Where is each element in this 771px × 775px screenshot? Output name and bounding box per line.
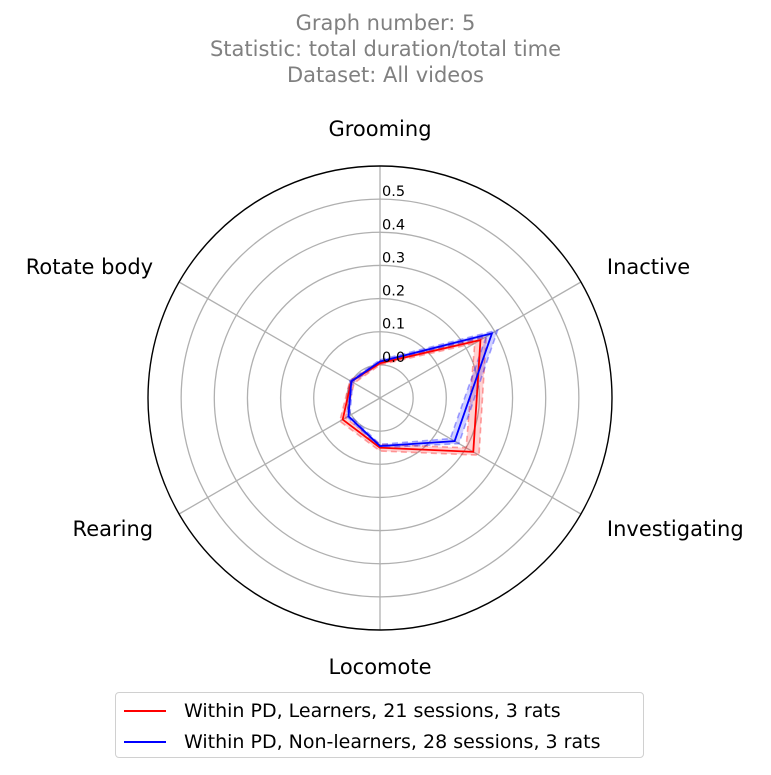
outer-frame bbox=[147, 165, 613, 631]
category-label-inactive: Inactive bbox=[607, 255, 690, 279]
category-label-rearing: Rearing bbox=[73, 517, 154, 541]
radial-tick-label-1: 0.1 bbox=[382, 317, 405, 333]
radial-tick-labels: 0.0 0.1 0.2 0.3 0.4 0.5 bbox=[382, 184, 405, 366]
category-label-locomote: Locomote bbox=[328, 655, 431, 679]
series-lines bbox=[341, 332, 494, 453]
category-label-rotate-body: Rotate body bbox=[26, 255, 153, 279]
radial-tick-label-4: 0.4 bbox=[382, 217, 405, 233]
grid-spoke-5 bbox=[178, 281, 381, 399]
legend-item-learners: Within PD, Learners, 21 sessions, 3 rats bbox=[124, 696, 561, 726]
series-line-1 bbox=[347, 332, 494, 447]
radial-tick-label-5: 0.5 bbox=[382, 184, 405, 200]
legend: Within PD, Learners, 21 sessions, 3 rats… bbox=[115, 692, 644, 758]
category-label-grooming: Grooming bbox=[328, 117, 431, 141]
chart-title: Graph number: 5 Statistic: total duratio… bbox=[0, 10, 771, 88]
category-labels: Grooming Inactive Investigating Locomote Rea… bbox=[26, 117, 744, 679]
legend-item-non-learners: Within PD, Non-learners, 28 sessions, 3 … bbox=[124, 727, 600, 757]
category-label-investigating: Investigating bbox=[607, 517, 744, 541]
radial-tick-label-2: 0.2 bbox=[382, 284, 405, 300]
title-line-3: Dataset: All videos bbox=[287, 63, 484, 87]
legend-swatch-learners bbox=[124, 710, 166, 712]
radial-tick-label-3: 0.3 bbox=[382, 250, 405, 266]
grid-spoke-2 bbox=[379, 397, 582, 515]
legend-swatch-non-learners bbox=[124, 741, 166, 743]
band-lower-series-1 bbox=[349, 335, 488, 446]
legend-label-learners: Within PD, Learners, 21 sessions, 3 rats bbox=[184, 700, 561, 722]
title-line-1: Graph number: 5 bbox=[295, 11, 476, 35]
radar-grid bbox=[147, 165, 613, 631]
grid-spoke-4 bbox=[178, 397, 381, 515]
title-line-2: Statistic: total duration/total time bbox=[209, 37, 562, 61]
radial-tick-label-0: 0.0 bbox=[382, 350, 405, 366]
legend-label-non-learners: Within PD, Non-learners, 28 sessions, 3 … bbox=[184, 731, 601, 753]
